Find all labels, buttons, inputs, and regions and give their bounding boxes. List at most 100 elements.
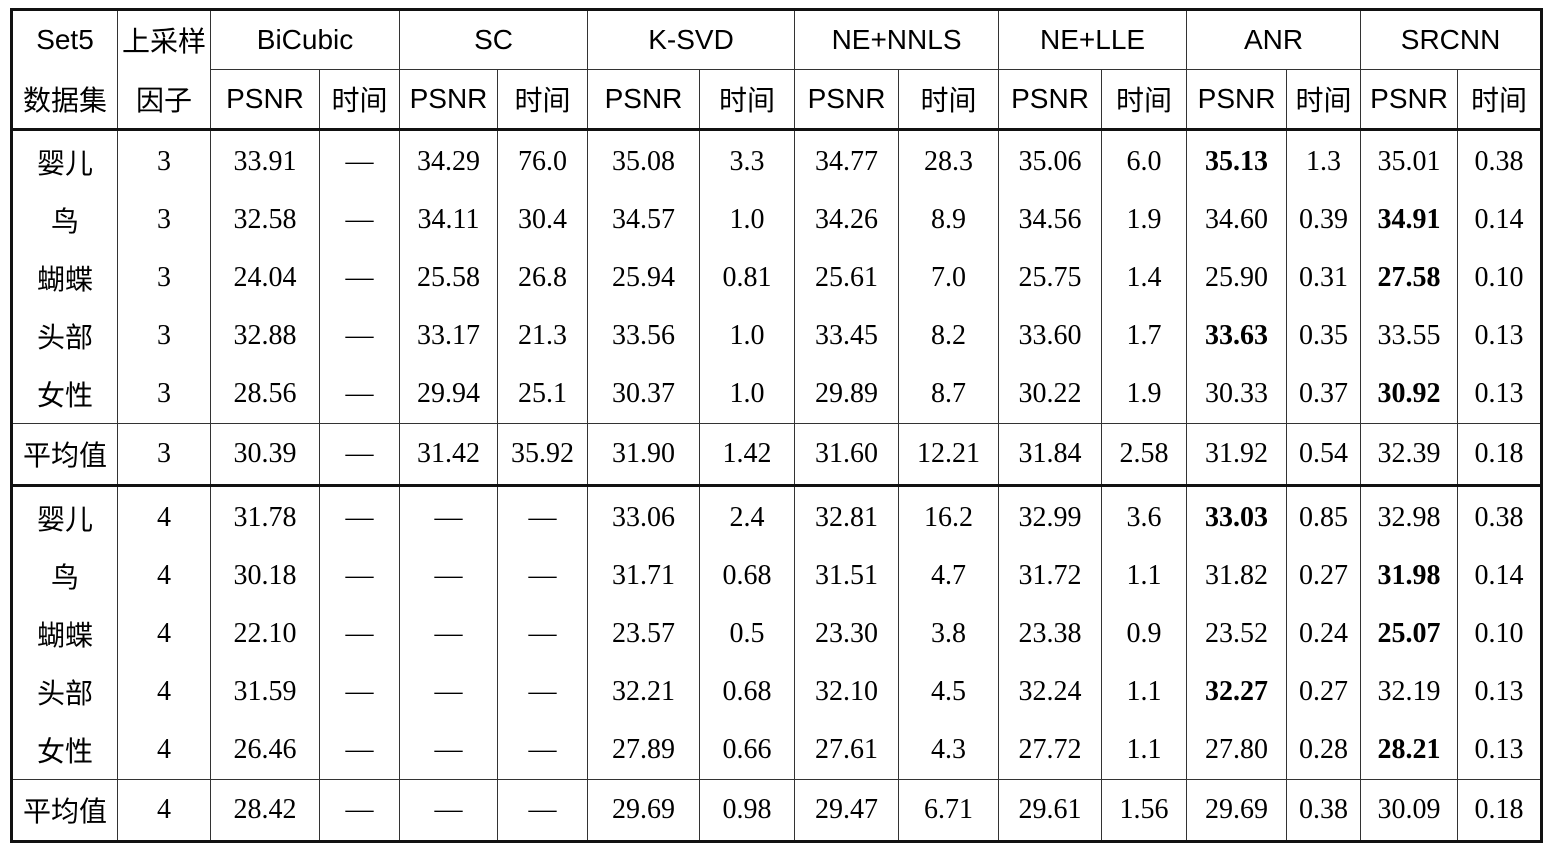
time-cell: 0.68 — [699, 547, 796, 605]
time-header: 时间 — [1101, 69, 1188, 131]
time-cell: 0.13 — [1457, 307, 1543, 365]
best-value: 27.58 — [1377, 262, 1441, 293]
factor-cell: 3 — [117, 365, 211, 424]
factor-cell: 3 — [117, 307, 211, 365]
psnr-cell: 34.29 — [399, 129, 499, 191]
time-cell: — — [318, 129, 401, 191]
time-cell: — — [497, 605, 589, 663]
image-name-cell: 女性 — [11, 721, 118, 780]
psnr-cell: — — [399, 547, 499, 605]
time-cell: 28.3 — [898, 129, 1000, 191]
time-cell: — — [497, 663, 589, 721]
time-cell: — — [318, 547, 401, 605]
psnr-cell: 35.13 — [1186, 129, 1288, 191]
time-cell: 0.14 — [1457, 547, 1543, 605]
psnr-header: PSNR — [1186, 69, 1288, 131]
time-cell: 0.98 — [699, 779, 796, 842]
time-cell: 0.37 — [1286, 365, 1362, 424]
time-cell: — — [318, 663, 401, 721]
factor-cell: 4 — [117, 721, 211, 780]
time-cell: 6.0 — [1101, 129, 1188, 191]
time-cell: 0.39 — [1286, 191, 1362, 249]
psnr-cell: 31.98 — [1360, 547, 1459, 605]
psnr-cell: 34.60 — [1186, 191, 1288, 249]
psnr-cell: 31.84 — [998, 423, 1103, 487]
time-cell: 4.3 — [898, 721, 1000, 780]
time-cell: 35.92 — [497, 423, 589, 487]
image-name-cell: 婴儿 — [11, 485, 118, 547]
psnr-header: PSNR — [399, 69, 499, 131]
time-cell: 76.0 — [497, 129, 589, 191]
best-value: 31.98 — [1377, 560, 1441, 591]
psnr-cell: 23.52 — [1186, 605, 1288, 663]
time-cell: — — [318, 365, 401, 424]
table-row: 蝴蝶 4 22.10— — —23.57 0.5 23.30 3.8 23.38 0.9 23.52… — [11, 605, 1543, 663]
psnr-cell: 32.58 — [210, 191, 320, 249]
psnr-cell: 22.10 — [210, 605, 320, 663]
average-row: 平均值 3 30.39—31.42 35.92 31.90 1.42 31.60 12.21 3… — [11, 423, 1543, 487]
time-header: 时间 — [1457, 69, 1543, 131]
psnr-cell: — — [399, 721, 499, 780]
psnr-cell: 33.45 — [794, 307, 900, 365]
psnr-cell: 32.21 — [587, 663, 701, 721]
time-cell: 25.1 — [497, 365, 589, 424]
time-cell: 0.13 — [1457, 663, 1543, 721]
factor-cell: 4 — [117, 547, 211, 605]
psnr-cell: — — [399, 605, 499, 663]
method-header: SC — [399, 9, 589, 70]
psnr-cell: 23.57 — [587, 605, 701, 663]
method-header: NE+NNLS — [794, 9, 1000, 70]
psnr-cell: 30.33 — [1186, 365, 1288, 424]
time-cell: — — [497, 779, 589, 842]
time-cell: — — [318, 485, 401, 547]
header-factor: 上采样 — [117, 9, 211, 70]
table-row: 蝴蝶 3 24.04—25.58 26.8 25.94 0.81 25.61 7.0 25.75… — [11, 249, 1543, 307]
psnr-cell: 33.03 — [1186, 485, 1288, 547]
image-name-cell: 平均值 — [11, 779, 118, 842]
time-cell: 2.58 — [1101, 423, 1188, 487]
header-dataset-2: 数据集 — [11, 69, 118, 131]
psnr-cell: 32.10 — [794, 663, 900, 721]
time-cell: 1.56 — [1101, 779, 1188, 842]
psnr-cell: 31.71 — [587, 547, 701, 605]
psnr-cell: 31.82 — [1186, 547, 1288, 605]
psnr-cell: 34.91 — [1360, 191, 1459, 249]
time-cell: 0.85 — [1286, 485, 1362, 547]
time-cell: 1.1 — [1101, 663, 1188, 721]
psnr-cell: 32.39 — [1360, 423, 1459, 487]
time-cell: 0.10 — [1457, 605, 1543, 663]
table-row: 女性 3 28.56—29.94 25.1 30.37 1.0 29.89 8.7 30.22 1… — [11, 365, 1543, 424]
factor-cell: 3 — [117, 191, 211, 249]
time-cell: 30.4 — [497, 191, 589, 249]
psnr-cell: 32.24 — [998, 663, 1103, 721]
psnr-cell: 23.30 — [794, 605, 900, 663]
psnr-cell: 33.60 — [998, 307, 1103, 365]
time-cell: 0.54 — [1286, 423, 1362, 487]
best-value: 30.92 — [1377, 378, 1441, 409]
time-cell: — — [497, 485, 589, 547]
table-row: 鸟 4 30.18— — —31.71 0.68 31.51 4.7 31.72 1.1 31.82… — [11, 547, 1543, 605]
table-row: 头部 4 31.59— — —32.21 0.68 32.10 4.5 32.24 1.1 32.2… — [11, 663, 1543, 721]
method-header: K-SVD — [587, 9, 796, 70]
psnr-cell: 34.11 — [399, 191, 499, 249]
psnr-cell: 34.57 — [587, 191, 701, 249]
time-cell: 0.18 — [1457, 779, 1543, 842]
psnr-cell: 31.42 — [399, 423, 499, 487]
image-name-cell: 蝴蝶 — [11, 249, 118, 307]
best-value: 35.13 — [1205, 146, 1269, 177]
header-dataset: Set5 — [11, 9, 118, 70]
psnr-cell: — — [399, 779, 499, 842]
best-value: 33.63 — [1205, 320, 1269, 351]
time-cell: — — [318, 423, 401, 487]
time-cell: 4.7 — [898, 547, 1000, 605]
time-cell: 0.10 — [1457, 249, 1543, 307]
factor-cell: 4 — [117, 605, 211, 663]
time-cell: 12.21 — [898, 423, 1000, 487]
psnr-header: PSNR — [210, 69, 320, 131]
time-cell: 1.42 — [699, 423, 796, 487]
method-header: SRCNN — [1360, 9, 1543, 70]
time-cell: 6.71 — [898, 779, 1000, 842]
time-cell: 1.0 — [699, 191, 796, 249]
psnr-cell: 29.47 — [794, 779, 900, 842]
psnr-cell: 25.75 — [998, 249, 1103, 307]
